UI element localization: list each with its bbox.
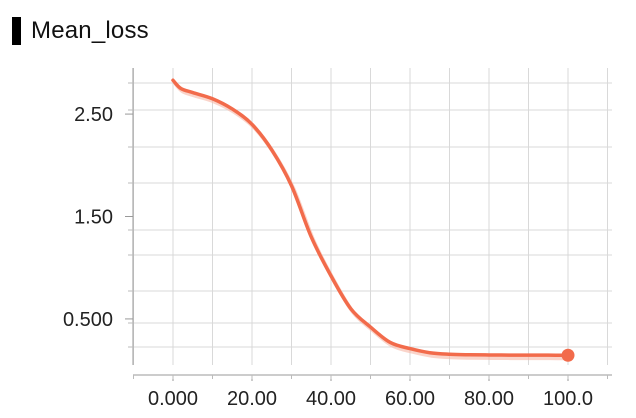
series-markers [172,80,575,362]
chart-header: Mean_loss [12,16,149,46]
series-line [171,78,570,358]
y-tick-label: 0.500 [63,309,113,331]
axes [125,68,612,381]
x-tick-label: 0.000 [148,388,198,410]
series-lines [171,78,571,361]
y-tick-label: 2.50 [74,104,113,126]
last-point-marker [561,348,575,362]
title-marker [12,17,21,45]
x-tick-label: 20.00 [227,388,277,410]
y-tick-label: 1.50 [74,207,113,229]
series-raw-line [173,81,571,361]
x-tick-label: 80.00 [464,388,514,410]
chart-title: Mean_loss [31,17,149,44]
x-tick-label: 60.00 [385,388,435,410]
x-tick-label: 40.00 [306,388,356,410]
x-tick-label: 100.0 [543,388,593,410]
grid [133,68,612,365]
tick-labels: 0.000 20.00 40.00 60.00 80.00 100.0 2.50 1.50 0.… [63,104,593,410]
